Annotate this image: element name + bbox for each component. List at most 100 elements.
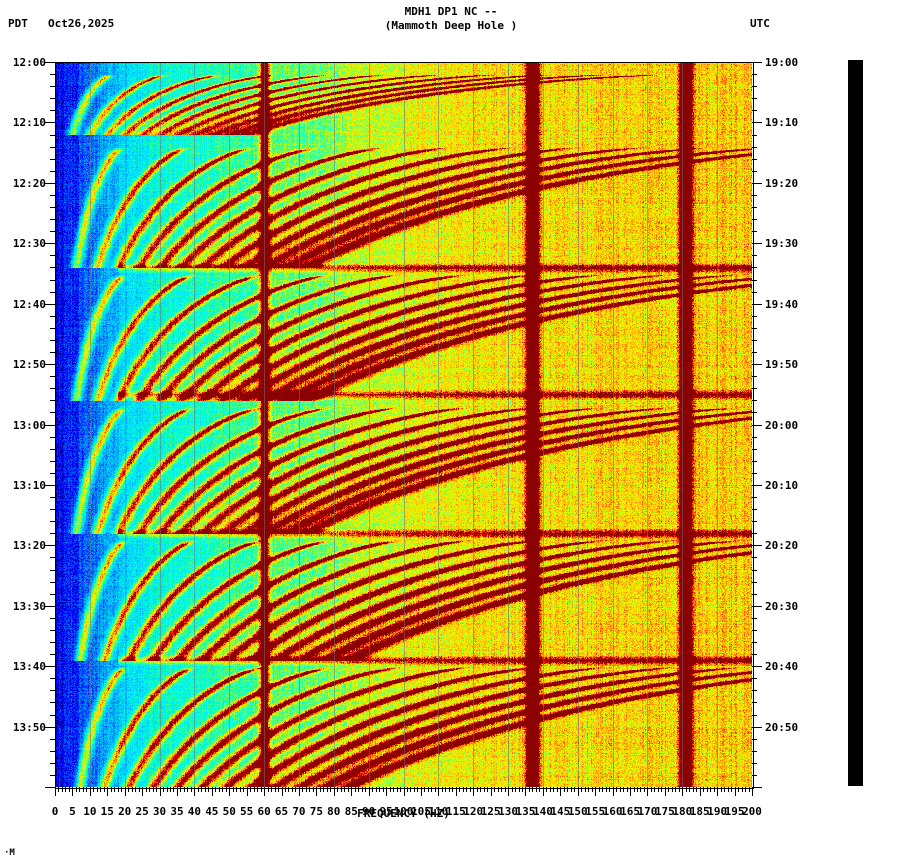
x-axis-minor-tick — [163, 787, 165, 792]
x-axis-minor-tick — [58, 787, 60, 792]
y-axis-major-tick — [45, 484, 55, 486]
y-axis-minor-tick — [50, 448, 55, 450]
x-axis-minor-tick — [187, 787, 189, 792]
x-axis-minor-tick — [302, 787, 304, 792]
y-axis-major-tick — [752, 62, 762, 63]
y-axis-minor-tick — [752, 146, 757, 148]
x-axis-major-tick — [630, 787, 632, 796]
x-axis-minor-tick — [93, 787, 95, 792]
y-axis-minor-tick — [50, 509, 55, 511]
y-axis-minor-tick — [50, 86, 55, 88]
x-axis-major-tick — [159, 787, 161, 796]
y-axis-minor-tick — [50, 497, 55, 498]
y-axis-label-utc: 20:40 — [765, 660, 799, 674]
y-axis-minor-tick — [50, 231, 55, 233]
y-axis-minor-tick — [752, 460, 757, 462]
x-axis-minor-tick — [79, 787, 81, 792]
y-axis-minor-tick — [50, 533, 55, 535]
x-axis-minor-tick — [678, 787, 680, 792]
x-axis-major-tick — [508, 787, 510, 796]
x-axis-label: 150 — [567, 805, 588, 818]
x-axis-major-tick — [386, 787, 388, 796]
x-axis-major-tick — [525, 787, 527, 796]
x-axis-minor-tick — [556, 787, 558, 792]
x-axis-minor-tick — [361, 787, 363, 792]
x-axis-label: 80 — [327, 805, 341, 818]
y-axis-major-tick — [752, 303, 762, 305]
x-axis-minor-tick — [197, 787, 199, 792]
x-axis-minor-tick — [741, 787, 743, 792]
x-axis-minor-tick — [358, 787, 360, 792]
x-axis-minor-tick — [661, 787, 663, 792]
x-axis-minor-tick — [448, 787, 450, 792]
y-axis-minor-tick — [752, 339, 757, 341]
x-axis-minor-tick — [501, 787, 503, 792]
x-axis-minor-tick — [563, 787, 565, 792]
y-axis-major-tick — [45, 364, 55, 366]
y-axis-minor-tick — [50, 279, 55, 281]
y-axis-minor-tick — [50, 388, 55, 390]
y-axis-major-tick — [752, 122, 762, 124]
x-axis-minor-tick — [239, 787, 241, 792]
y-axis-major-tick — [752, 605, 762, 607]
x-axis-minor-tick — [511, 787, 513, 792]
x-axis-label: 70 — [292, 805, 306, 818]
x-axis-minor-tick — [643, 787, 645, 792]
x-axis-major-tick — [490, 787, 492, 796]
x-axis-minor-tick — [413, 787, 415, 792]
x-axis-minor-tick — [173, 787, 175, 792]
x-axis-label: 95 — [379, 805, 393, 818]
x-axis-minor-tick — [521, 787, 523, 792]
y-axis-minor-tick — [752, 569, 757, 571]
x-axis-minor-tick — [131, 787, 133, 792]
x-axis-major-tick — [55, 787, 56, 796]
x-axis-major-tick — [612, 787, 614, 796]
y-axis-major-tick — [45, 545, 55, 547]
y-axis-minor-tick — [752, 533, 757, 535]
x-axis-minor-tick — [602, 787, 604, 792]
x-axis-major-tick — [142, 787, 144, 796]
x-axis-label: 160 — [602, 805, 623, 818]
x-axis-label: 140 — [532, 805, 553, 818]
x-axis-minor-tick — [713, 787, 715, 792]
time-axis-pdt: 12:00 12:10 12:20 12:30 12:40 12:50 13:00 13:10… — [0, 56, 55, 789]
y-axis-minor-tick — [50, 557, 55, 559]
x-axis-minor-tick — [605, 787, 607, 792]
x-axis-minor-tick — [337, 787, 339, 792]
x-axis-major-tick — [664, 787, 666, 796]
x-axis-minor-tick — [626, 787, 628, 792]
x-axis-minor-tick — [236, 787, 238, 792]
x-axis-minor-tick — [452, 787, 454, 792]
y-axis-minor-tick — [50, 170, 55, 172]
timezone-label-left: PDT — [8, 17, 28, 30]
x-axis-label: 90 — [362, 805, 376, 818]
y-axis-minor-tick — [50, 110, 55, 112]
y-axis-label-pdt: 12:40 — [12, 297, 46, 311]
x-axis-minor-tick — [100, 787, 102, 792]
y-axis-minor-tick — [752, 207, 757, 208]
x-axis-major-tick — [595, 787, 597, 796]
x-axis-label: 0 — [51, 805, 59, 818]
x-axis-minor-tick — [170, 787, 171, 792]
x-axis-minor-tick — [260, 787, 262, 792]
x-axis-minor-tick — [253, 787, 255, 792]
y-axis-minor-tick — [50, 436, 55, 438]
y-axis-major-tick — [45, 605, 55, 607]
x-axis-minor-tick — [396, 787, 398, 792]
y-axis-minor-tick — [752, 690, 757, 692]
y-axis-minor-tick — [752, 581, 757, 583]
x-axis-major-tick — [298, 787, 300, 796]
y-axis-minor-tick — [50, 146, 55, 148]
x-axis-minor-tick — [431, 787, 433, 792]
x-axis-major-tick — [316, 787, 318, 796]
x-axis-minor-tick — [372, 787, 374, 792]
date-label: Oct26,2025 — [48, 17, 115, 30]
y-axis-minor-tick — [50, 267, 55, 269]
y-axis-minor-tick — [752, 702, 757, 704]
x-axis-minor-tick — [347, 787, 349, 792]
y-axis-major-tick — [752, 666, 762, 668]
spectrogram-plot-area — [55, 62, 752, 787]
y-axis-major-tick — [752, 424, 762, 426]
y-axis-minor-tick — [50, 400, 55, 402]
saturated-data-strip — [848, 60, 863, 786]
